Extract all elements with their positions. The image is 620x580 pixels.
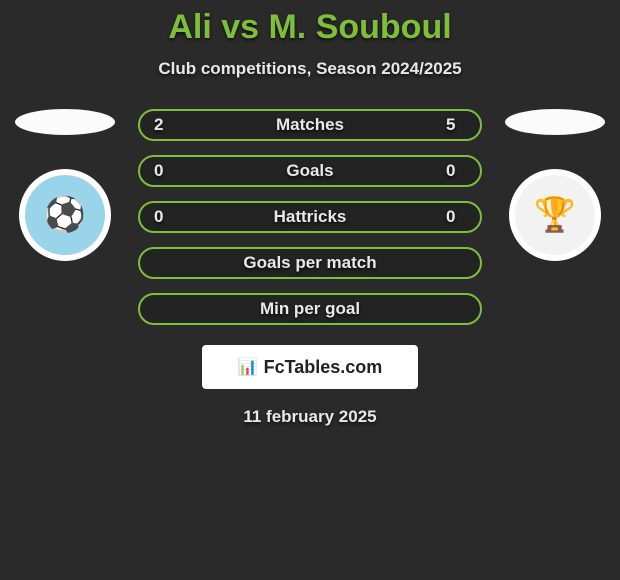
stat-right-value: 5 — [446, 115, 466, 135]
stat-label: Min per goal — [260, 299, 360, 319]
club-right-icon: 🏆 — [534, 195, 576, 235]
comparison-widget: Ali vs M. Souboul Club competitions, Sea… — [0, 0, 620, 427]
right-player-col: 🏆 — [500, 109, 610, 261]
stat-row-goals-per-match: Goals per match — [138, 247, 482, 279]
stat-label: Goals per match — [243, 253, 376, 273]
branding-text: FcTables.com — [264, 357, 383, 378]
date-label: 11 february 2025 — [243, 407, 376, 427]
player-right-avatar — [505, 109, 605, 135]
stat-right-value: 0 — [446, 161, 466, 181]
stat-left-value: 0 — [154, 207, 174, 227]
player-left-avatar — [15, 109, 115, 135]
club-right-badge-inner: 🏆 — [515, 175, 595, 255]
stat-right-value: 0 — [446, 207, 466, 227]
stat-left-value: 0 — [154, 161, 174, 181]
stat-row-goals: 0 Goals 0 — [138, 155, 482, 187]
branding-plate[interactable]: 📊 FcTables.com — [202, 345, 418, 389]
club-left-badge: ⚽ — [19, 169, 111, 261]
stat-row-hattricks: 0 Hattricks 0 — [138, 201, 482, 233]
club-left-icon: ⚽ — [44, 195, 86, 235]
stat-row-min-per-goal: Min per goal — [138, 293, 482, 325]
stat-label: Matches — [276, 115, 344, 135]
stats-area: ⚽ 2 Matches 5 0 Goals 0 0 Hattricks 0 — [10, 109, 610, 325]
left-player-col: ⚽ — [10, 109, 120, 261]
page-title: Ali vs M. Souboul — [168, 8, 451, 47]
club-right-badge: 🏆 — [509, 169, 601, 261]
bar-chart-icon: 📊 — [238, 357, 258, 377]
stats-column: 2 Matches 5 0 Goals 0 0 Hattricks 0 Goal… — [120, 109, 500, 325]
stat-label: Hattricks — [274, 207, 347, 227]
stat-row-matches: 2 Matches 5 — [138, 109, 482, 141]
stat-label: Goals — [286, 161, 333, 181]
stat-left-value: 2 — [154, 115, 174, 135]
club-left-badge-inner: ⚽ — [25, 175, 105, 255]
page-subtitle: Club competitions, Season 2024/2025 — [158, 59, 461, 79]
